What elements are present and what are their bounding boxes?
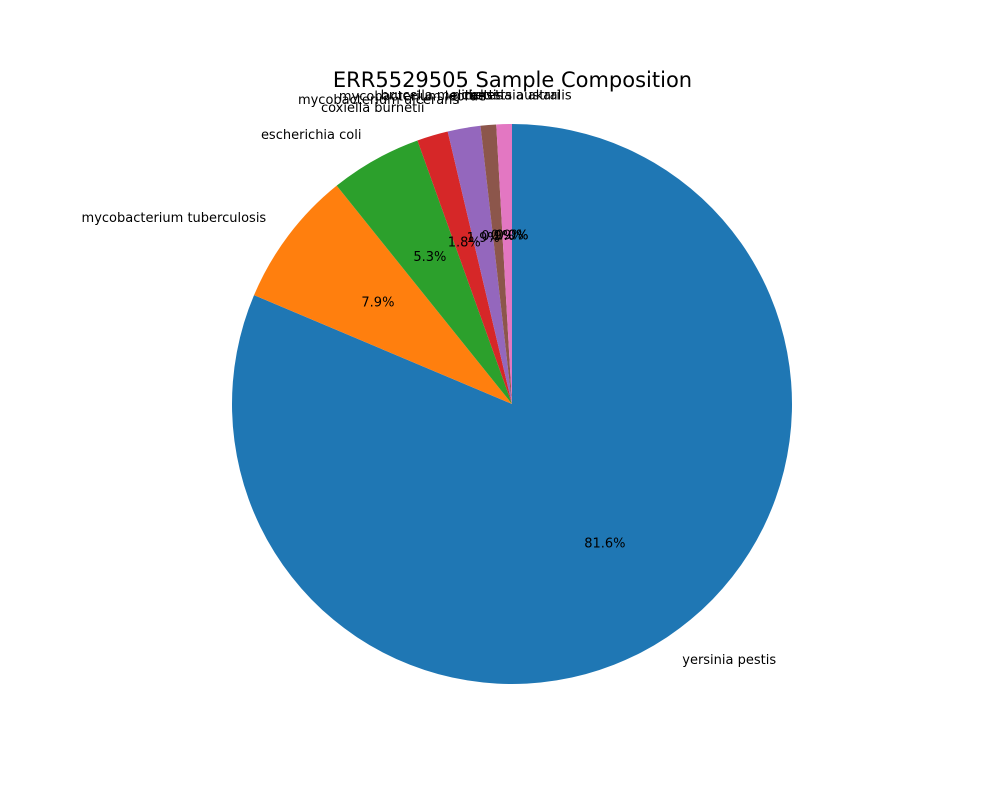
percent-label-mycobacterium-ulcerans: 1.9% [467, 231, 500, 246]
pie-slice-escherichia-coli [336, 140, 512, 404]
category-label-yersinia-pestis: yersinia pestis [682, 653, 776, 668]
pie-slice-mycobacterium-leprae [480, 124, 512, 405]
pie-slices [232, 124, 793, 684]
category-label-rickettsia-akari: rickettsia akari [464, 89, 560, 104]
category-labels: yersinia pestis mycobacterium tuberculosi… [82, 89, 777, 669]
category-label-escherichia-coli: escherichia coli [261, 128, 362, 143]
percent-label-yersinia-pestis: 81.6% [584, 536, 625, 551]
category-label-brucella-melitensis: brucella melitensis [381, 89, 504, 104]
pie-slice-coxiella-burnetii [417, 131, 512, 405]
category-label-mycobacterium-leprae: mycobacterium leprae [339, 90, 486, 105]
pie-slice-mycobacterium-ulcerans [447, 125, 512, 404]
category-label-coxiella-burnetii: coxiella burnetii [321, 101, 425, 116]
percent-label-coxiella-burnetii: 1.8% [448, 235, 481, 250]
chart-title: ERR5529505 Sample Composition [332, 68, 693, 92]
pie-slice-brucella-melitensis [496, 124, 512, 404]
percent-label-rickettsia-akari: 0.0% [495, 229, 528, 244]
percent-label-rickettsia-australis: 0.0% [495, 229, 528, 244]
percent-label-escherichia-coli: 5.3% [413, 250, 446, 265]
percent-labels: 81.6%7.9%5.3%1.8%1.9%0.9%0.9%0.0%0.0% [361, 229, 625, 552]
percent-label-mycobacterium-tuberculosis: 7.9% [361, 295, 394, 310]
category-label-mycobacterium-ulcerans: mycobacterium ulcerans [298, 93, 459, 108]
category-label-mycobacterium-tuberculosis: mycobacterium tuberculosis [82, 211, 267, 226]
pie-slice-mycobacterium-tuberculosis [254, 185, 512, 404]
percent-label-mycobacterium-leprae: 0.9% [481, 229, 514, 244]
category-label-rickettsia-australis: rickettsia australis [452, 89, 571, 104]
percent-label-brucella-melitensis: 0.9% [491, 229, 524, 244]
